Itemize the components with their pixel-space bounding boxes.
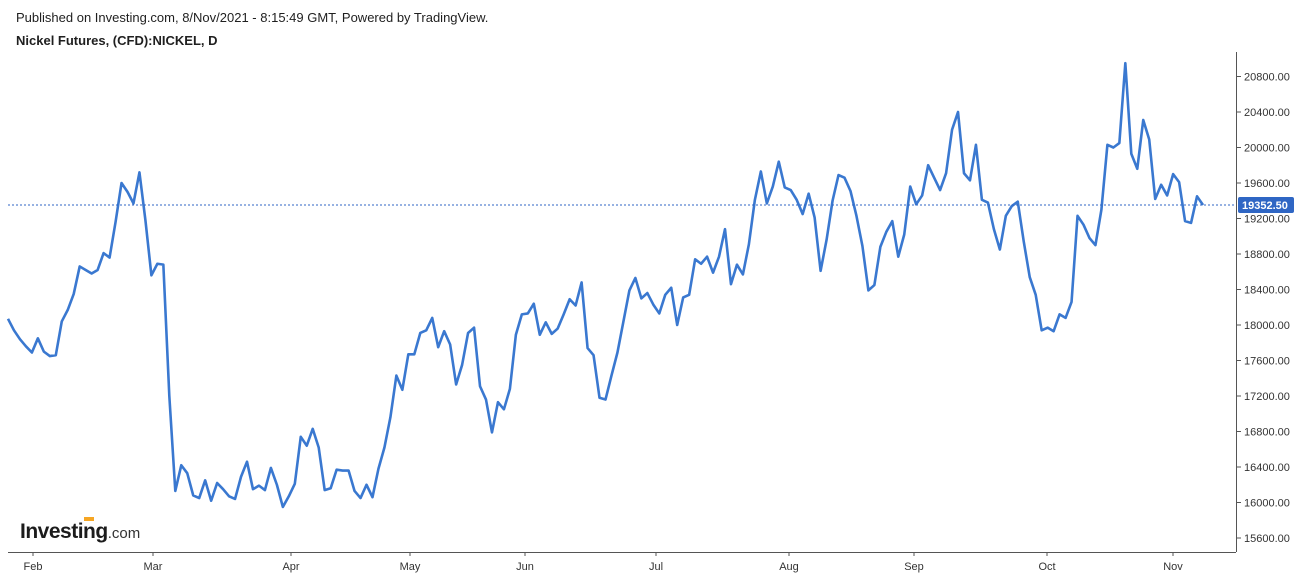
x-tick-label: Jun — [516, 561, 534, 573]
chart-title: Nickel Futures, (CFD):NICKEL, D — [16, 33, 218, 48]
x-tick-label: Apr — [282, 561, 299, 573]
y-axis-labels: 15600.00 16000.00 16400.00 16800.00 17200.00… — [1244, 72, 1290, 546]
x-tick-label: Jul — [649, 561, 663, 573]
x-tick-label: Aug — [779, 561, 799, 573]
x-tick-label: Feb — [24, 561, 43, 573]
x-tick-label: Sep — [904, 561, 924, 573]
y-tick-label: 18800.00 — [1244, 249, 1290, 261]
y-tick-label: 17200.00 — [1244, 391, 1290, 403]
x-tick-label: Nov — [1163, 561, 1183, 573]
published-info: Published on Investing.com, 8/Nov/2021 -… — [16, 10, 489, 25]
y-tick-label: 16000.00 — [1244, 498, 1290, 510]
logo-domain: .com — [107, 525, 141, 542]
y-tick-label: 18000.00 — [1244, 320, 1290, 332]
y-tick-label: 20800.00 — [1244, 72, 1290, 84]
x-tick-label: Oct — [1038, 561, 1055, 573]
y-tick-label: 18400.00 — [1244, 285, 1290, 297]
price-line — [6, 61, 1205, 509]
x-axis-labels: Feb Mar Apr May Jun Jul Aug Sep Oct Nov — [24, 561, 1184, 573]
last-price-label-bg — [1238, 196, 1294, 213]
last-price-label: 19352.50 — [1242, 200, 1288, 212]
x-tick-label: May — [400, 561, 421, 573]
y-tick-label: 17600.00 — [1244, 356, 1290, 368]
logo-accent-icon — [84, 517, 94, 521]
y-tick-label: 19600.00 — [1244, 178, 1290, 190]
y-tick-label: 15600.00 — [1244, 533, 1290, 545]
y-tick-label: 16400.00 — [1244, 462, 1290, 474]
logo-brand: Investing — [20, 520, 108, 543]
investing-logo: Investing.com — [20, 517, 141, 544]
y-tick-label: 20000.00 — [1244, 143, 1290, 155]
x-tick-label: Mar — [144, 561, 163, 573]
chart-axes — [8, 52, 1241, 556]
y-tick-label: 19200.00 — [1244, 214, 1290, 226]
y-tick-label: 16800.00 — [1244, 427, 1290, 439]
y-tick-label: 20400.00 — [1244, 107, 1290, 119]
